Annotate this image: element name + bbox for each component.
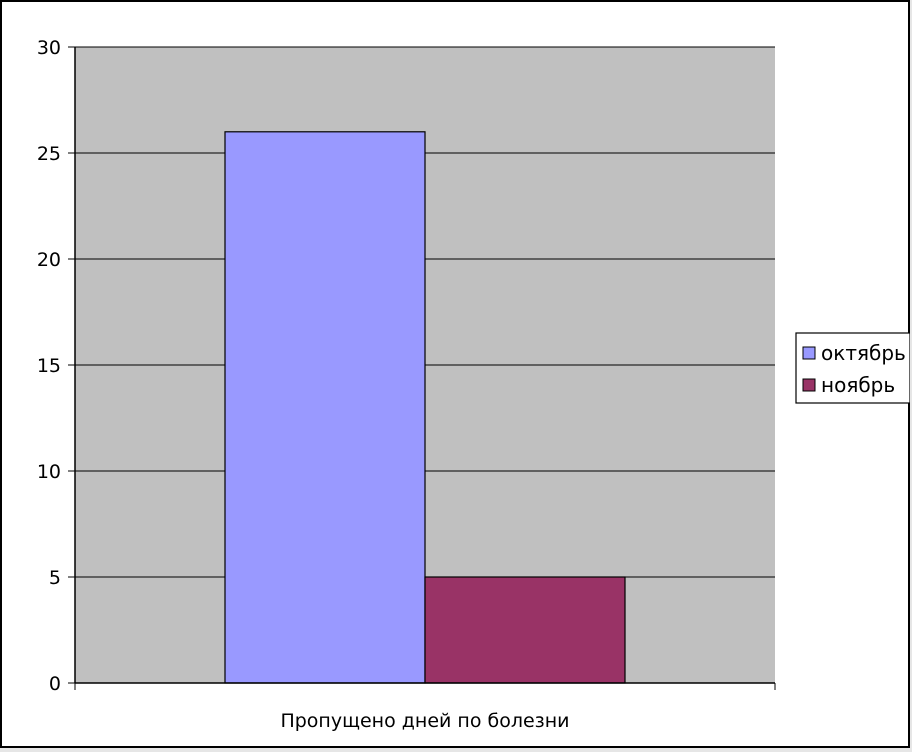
legend: октябрь ноябрь bbox=[795, 332, 910, 404]
legend-label: октябрь bbox=[821, 341, 906, 365]
bars bbox=[224, 131, 626, 684]
legend-swatch bbox=[802, 378, 816, 392]
y-tick-label: 0 bbox=[49, 673, 61, 695]
y-tick-label: 30 bbox=[37, 37, 61, 59]
y-tick-label: 25 bbox=[37, 143, 61, 165]
y-axis-ticks: 0 5 10 15 20 25 30 bbox=[37, 37, 75, 695]
x-axis-categories: Пропущено дней по болезни bbox=[280, 710, 569, 732]
legend-swatch bbox=[802, 346, 816, 360]
y-tick-label: 10 bbox=[37, 461, 61, 483]
x-category-label: Пропущено дней по болезни bbox=[280, 710, 569, 732]
y-tick-label: 15 bbox=[37, 355, 61, 377]
legend-label: ноябрь bbox=[821, 373, 895, 397]
y-tick-label: 20 bbox=[37, 249, 61, 271]
bar-ноябрь bbox=[424, 576, 626, 684]
y-tick-label: 5 bbox=[49, 567, 61, 589]
bar-октябрь bbox=[224, 131, 426, 684]
